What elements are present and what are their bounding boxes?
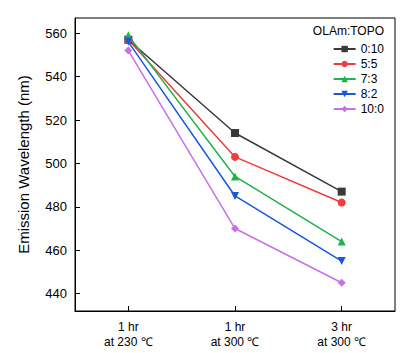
svg-text:1 hr: 1 hr bbox=[118, 320, 139, 334]
svg-text:520: 520 bbox=[45, 113, 67, 128]
svg-text:1 hr: 1 hr bbox=[225, 320, 246, 334]
svg-text:0:10: 0:10 bbox=[361, 42, 385, 56]
svg-text:10:0: 10:0 bbox=[361, 102, 385, 116]
svg-text:440: 440 bbox=[45, 286, 67, 301]
svg-text:460: 460 bbox=[45, 243, 67, 258]
svg-text:8:2: 8:2 bbox=[361, 87, 378, 101]
svg-text:3 hr: 3 hr bbox=[331, 320, 352, 334]
svg-text:540: 540 bbox=[45, 69, 67, 84]
svg-text:Emission Wavelength (nm): Emission Wavelength (nm) bbox=[15, 75, 32, 254]
svg-text:480: 480 bbox=[45, 199, 67, 214]
svg-text:at 230 ℃: at 230 ℃ bbox=[104, 335, 153, 349]
svg-text:OLAm:TOPO: OLAm:TOPO bbox=[313, 24, 384, 38]
svg-text:7:3: 7:3 bbox=[361, 72, 378, 86]
svg-text:560: 560 bbox=[45, 26, 67, 41]
svg-text:at 300 ℃: at 300 ℃ bbox=[317, 335, 366, 349]
svg-text:at 300 ℃: at 300 ℃ bbox=[211, 335, 260, 349]
svg-text:500: 500 bbox=[45, 156, 67, 171]
svg-text:5:5: 5:5 bbox=[361, 57, 378, 71]
